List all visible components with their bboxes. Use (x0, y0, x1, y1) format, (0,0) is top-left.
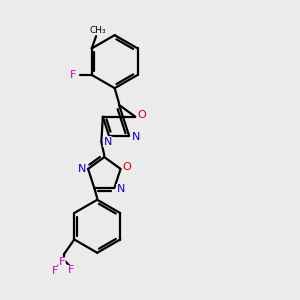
Text: F: F (52, 266, 58, 276)
Text: N: N (131, 132, 140, 142)
Text: N: N (77, 164, 86, 174)
Text: F: F (70, 70, 76, 80)
Text: N: N (117, 184, 125, 194)
Text: O: O (137, 110, 146, 120)
Text: F: F (59, 257, 65, 268)
Text: CH₃: CH₃ (89, 26, 106, 35)
Text: O: O (123, 162, 131, 172)
Text: F: F (68, 266, 74, 275)
Text: N: N (103, 137, 112, 147)
